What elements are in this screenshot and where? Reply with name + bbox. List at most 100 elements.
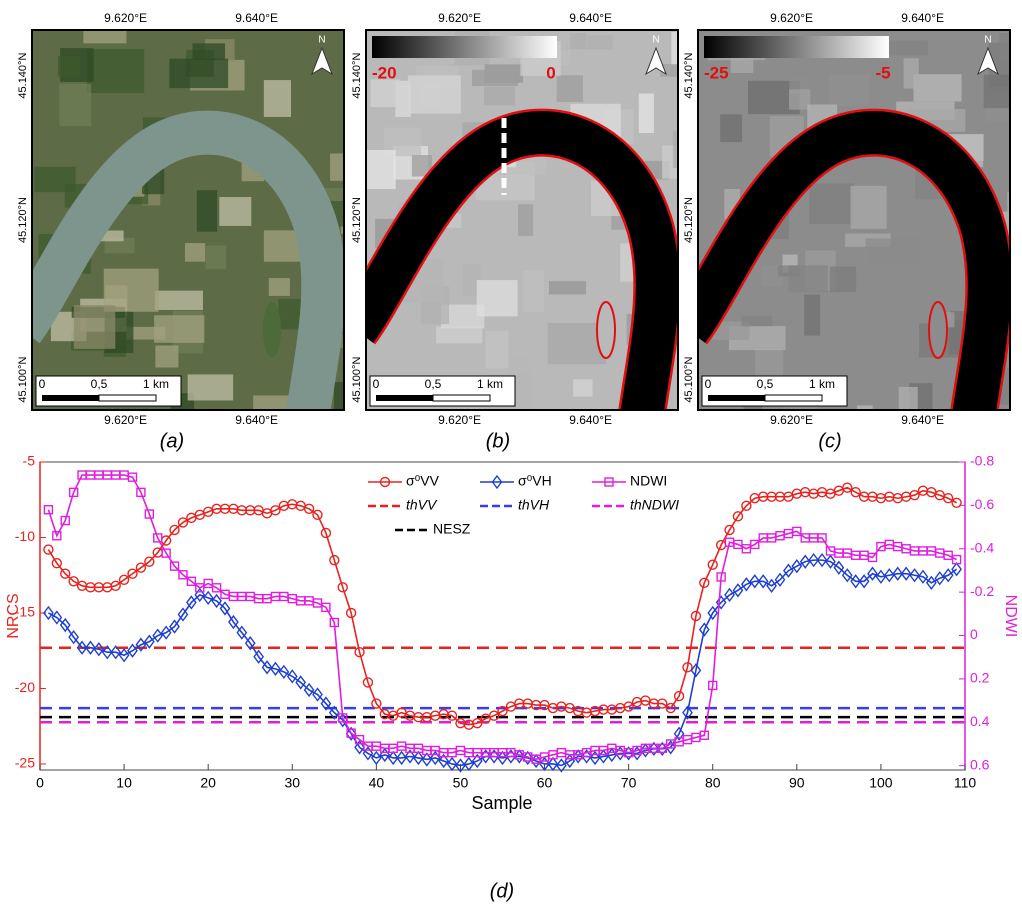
scale-bar-white bbox=[765, 395, 822, 401]
y2-tick-label: 0.2 bbox=[970, 670, 990, 686]
field bbox=[851, 186, 887, 229]
scale-bar-white bbox=[433, 395, 490, 401]
field bbox=[477, 280, 518, 316]
top-tick-label: 9.640°E bbox=[235, 11, 278, 25]
x-tick-label: 40 bbox=[369, 775, 385, 791]
field bbox=[58, 56, 81, 77]
scale-label: 0,5 bbox=[757, 377, 774, 391]
north-label: N bbox=[652, 35, 659, 46]
legend-label: thVH bbox=[518, 497, 550, 513]
field bbox=[789, 89, 810, 109]
y2-tick-label: -0.6 bbox=[970, 496, 994, 512]
legend-label: σ⁰VV bbox=[406, 473, 440, 489]
left-tick-label: 45.120°N bbox=[351, 197, 363, 243]
field bbox=[74, 305, 115, 349]
scale-label: 1 km bbox=[809, 377, 835, 391]
scale-bar-black bbox=[376, 395, 433, 401]
field bbox=[678, 35, 694, 53]
left-tick-label: 45.100°N bbox=[683, 357, 695, 403]
field bbox=[866, 238, 921, 264]
field bbox=[197, 190, 217, 231]
y-tick-label: -20 bbox=[15, 679, 35, 695]
map: 00,51 kmN bbox=[22, 30, 395, 420]
bottom-tick-label: 9.640°E bbox=[569, 413, 612, 427]
field bbox=[557, 75, 583, 102]
field bbox=[185, 243, 205, 262]
field bbox=[639, 94, 654, 133]
field bbox=[570, 33, 586, 49]
x-tick-label: 10 bbox=[116, 775, 132, 791]
field bbox=[193, 43, 226, 59]
scale-label: 1 km bbox=[477, 377, 503, 391]
field bbox=[155, 345, 178, 367]
legend-label: thVV bbox=[406, 497, 438, 513]
x-tick-label: 70 bbox=[621, 775, 637, 791]
chart-caption: (d) bbox=[490, 880, 514, 902]
field bbox=[913, 74, 961, 101]
y2-tick-label: 0.4 bbox=[970, 713, 990, 729]
field bbox=[809, 183, 854, 224]
y2-tick-label: 0 bbox=[970, 626, 978, 642]
field bbox=[269, 278, 290, 296]
panel-caption: (c) bbox=[818, 430, 841, 452]
scale-label: 0,5 bbox=[425, 377, 442, 391]
left-tick-label: 45.140°N bbox=[683, 53, 695, 99]
field bbox=[885, 41, 927, 56]
y-tick-label: -5 bbox=[23, 453, 36, 469]
y2-tick-label: 0.6 bbox=[970, 756, 990, 772]
field bbox=[486, 330, 509, 368]
x-tick-label: 110 bbox=[954, 775, 977, 791]
field bbox=[573, 379, 592, 396]
figure: (d) Sample NRCS NDWI 00,51 kmN9.620°E9.6… bbox=[0, 0, 1022, 906]
map-panel: -25-500,51 kmN9.620°E9.640°E9.620°E9.640… bbox=[683, 11, 1022, 452]
scale-bar-black bbox=[708, 395, 765, 401]
field bbox=[472, 70, 518, 86]
field bbox=[330, 153, 365, 180]
left-tick-label: 45.140°N bbox=[17, 53, 29, 99]
x-tick-label: 80 bbox=[705, 775, 721, 791]
series-line bbox=[48, 488, 956, 725]
legend-label: NDWI bbox=[630, 473, 667, 489]
field bbox=[408, 75, 461, 113]
bottom-tick-label: 9.640°E bbox=[901, 413, 944, 427]
legend-label: σ⁰VH bbox=[518, 473, 552, 489]
field bbox=[587, 35, 613, 49]
scale-label: 0 bbox=[705, 377, 712, 391]
colorbar bbox=[704, 36, 889, 58]
colorbar-label: -20 bbox=[372, 63, 397, 82]
panel-caption: (a) bbox=[160, 430, 184, 452]
bottom-tick-label: 9.620°E bbox=[438, 413, 481, 427]
y-tick-label: -25 bbox=[15, 755, 35, 771]
left-tick-label: 45.120°N bbox=[683, 197, 695, 243]
scale-bar-white bbox=[99, 395, 156, 401]
field bbox=[742, 316, 773, 327]
north-label: N bbox=[318, 35, 325, 46]
top-tick-label: 9.620°E bbox=[104, 11, 147, 25]
field bbox=[367, 150, 396, 189]
scale-label: 0 bbox=[39, 377, 46, 391]
field bbox=[484, 87, 515, 106]
island bbox=[263, 302, 281, 358]
x-tick-label: 100 bbox=[869, 775, 893, 791]
top-tick-label: 9.620°E bbox=[770, 11, 813, 25]
left-tick-label: 45.100°N bbox=[351, 357, 363, 403]
field bbox=[549, 281, 586, 294]
legend-label: thNDWI bbox=[630, 497, 679, 513]
left-tick-label: 45.120°N bbox=[17, 197, 29, 243]
field bbox=[83, 30, 126, 43]
bottom-tick-label: 9.640°E bbox=[235, 413, 278, 427]
scale-bar-black bbox=[42, 395, 99, 401]
field bbox=[188, 374, 234, 400]
top-tick-label: 9.640°E bbox=[569, 11, 612, 25]
field bbox=[155, 291, 203, 310]
panel-caption: (b) bbox=[486, 430, 510, 452]
x-tick-label: 50 bbox=[453, 775, 469, 791]
field bbox=[206, 246, 227, 270]
left-tick-label: 45.100°N bbox=[17, 357, 29, 403]
field bbox=[778, 265, 799, 276]
colorbar-label: 0 bbox=[546, 63, 555, 82]
island bbox=[597, 302, 615, 358]
field bbox=[829, 74, 870, 106]
x-tick-label: 90 bbox=[789, 775, 805, 791]
